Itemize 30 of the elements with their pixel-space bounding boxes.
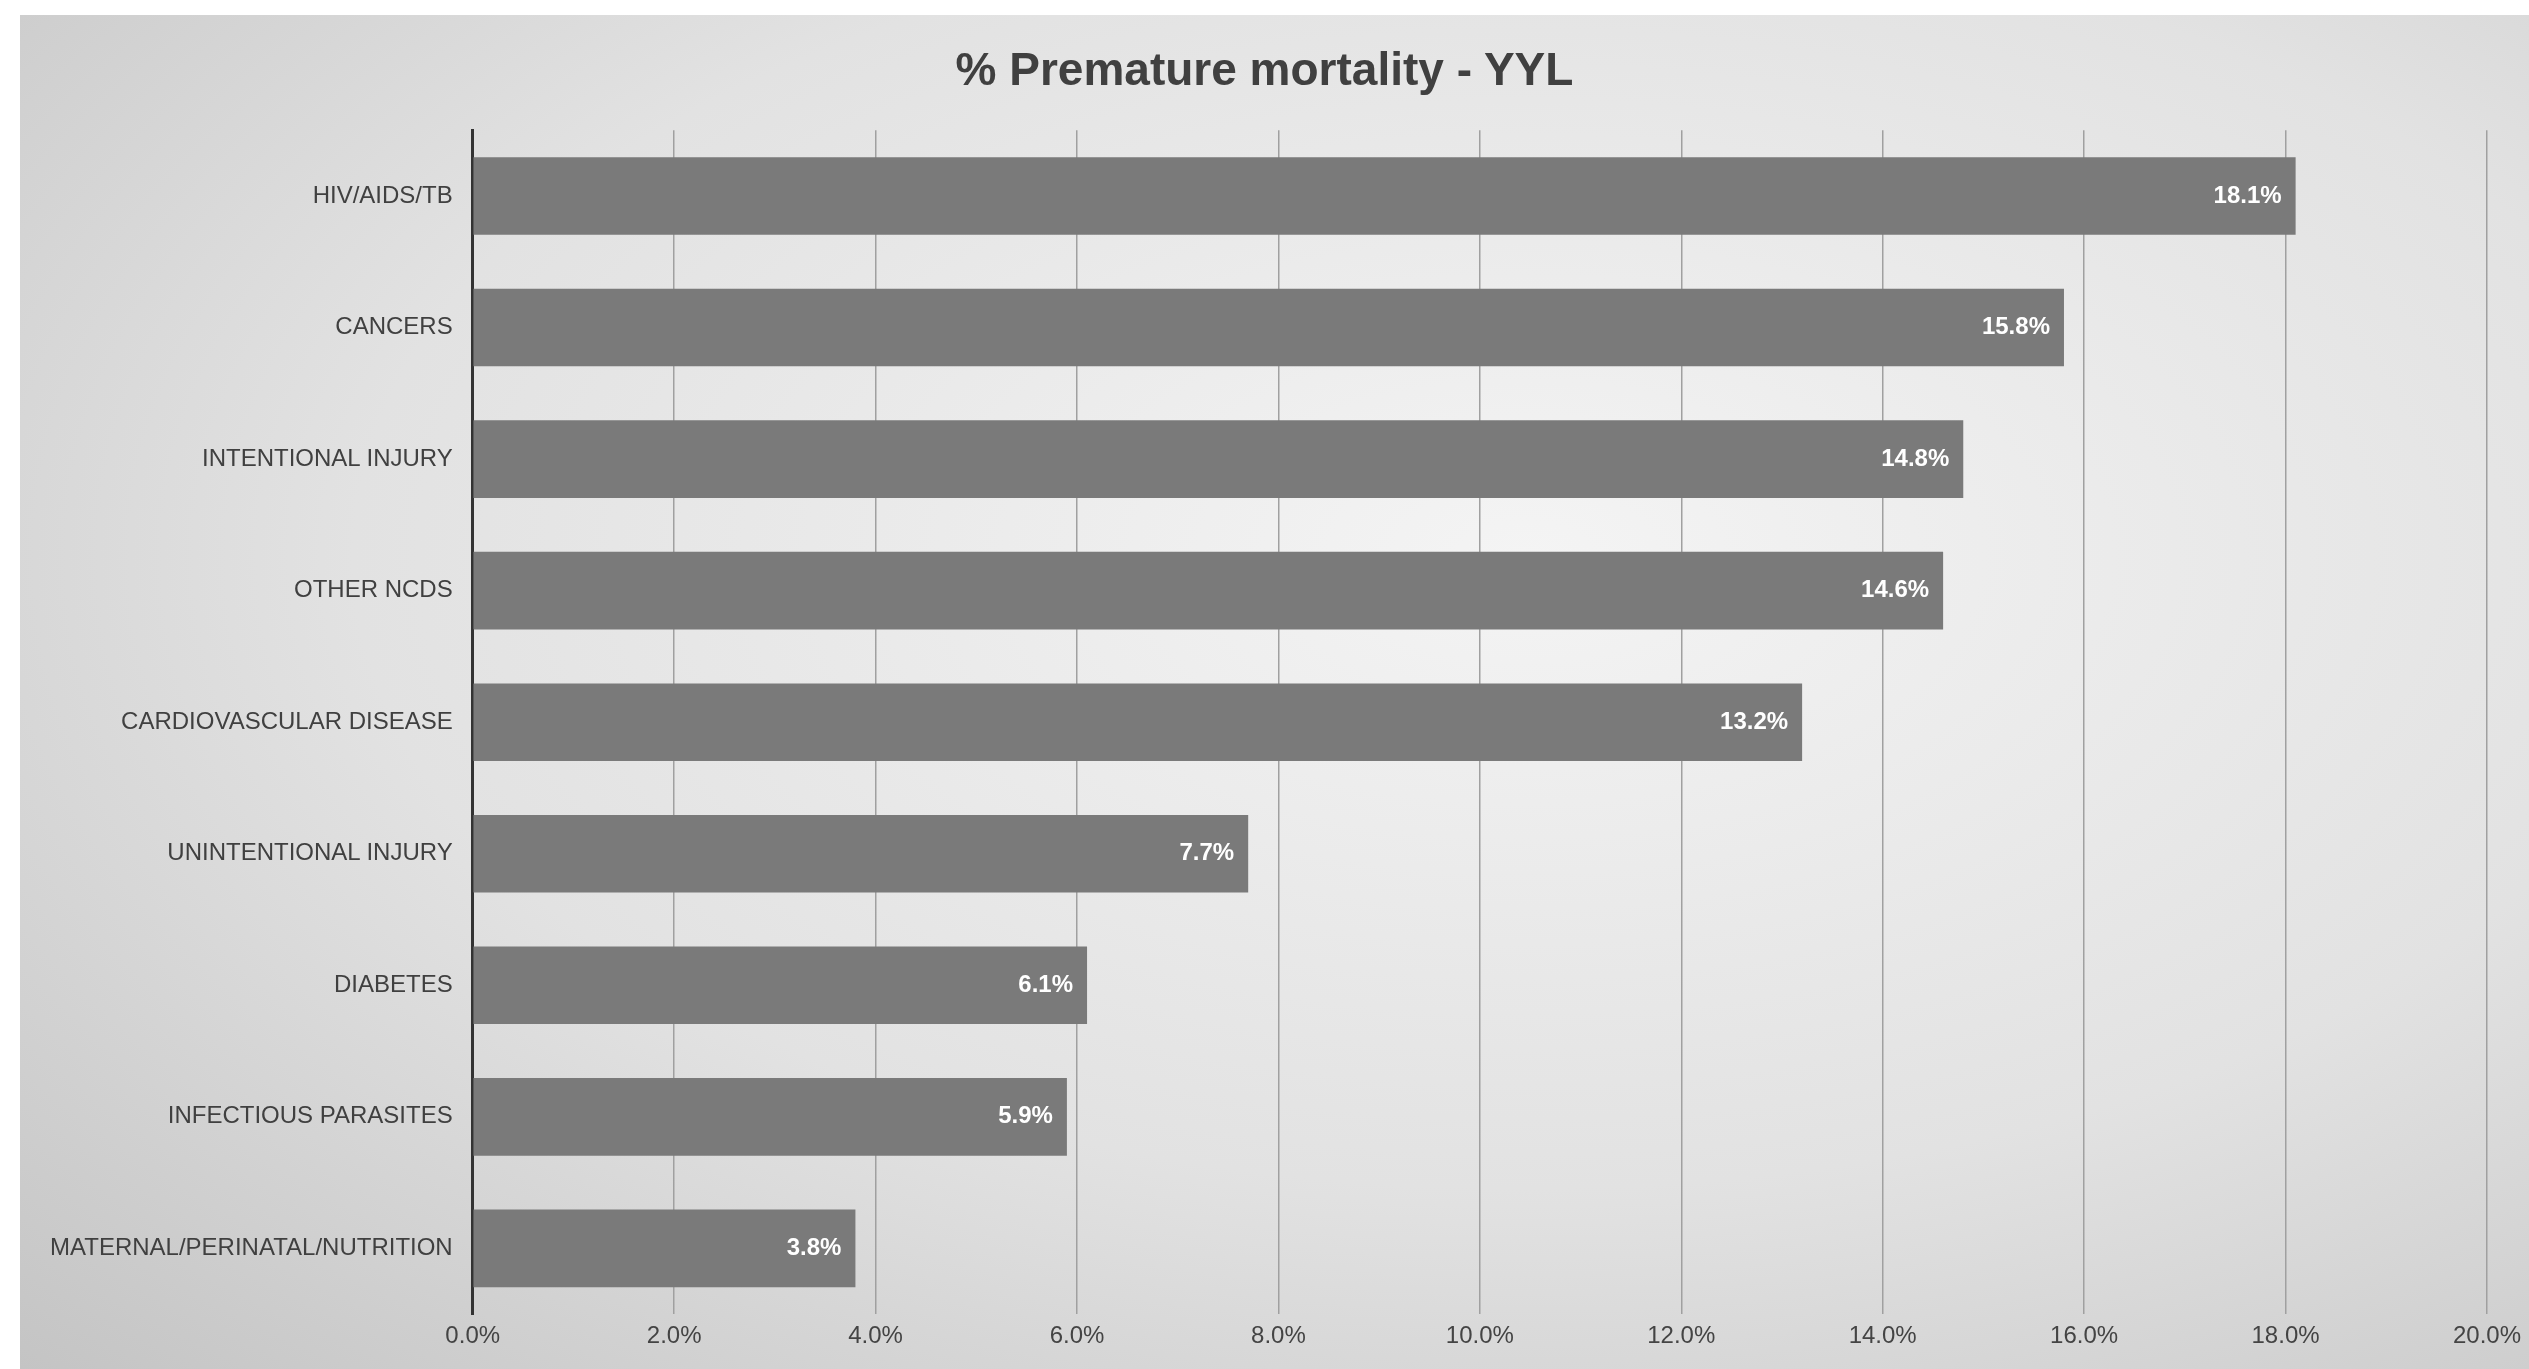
x-tick-label: 12.0% xyxy=(1647,1321,1716,1349)
y-tick-label: UNINTENTIONAL INJURY xyxy=(167,838,453,866)
data-label: 14.6% xyxy=(1861,575,1930,603)
chart-title: % Premature mortality - YYL xyxy=(955,43,1574,96)
y-tick-label: CANCERS xyxy=(335,312,453,340)
data-label: 15.8% xyxy=(1981,312,2050,340)
data-label: 18.1% xyxy=(2213,180,2282,208)
data-label: 5.9% xyxy=(998,1101,1053,1129)
y-tick-label: INTENTIONAL INJURY xyxy=(202,443,453,471)
y-tick-label: DIABETES xyxy=(334,969,453,997)
y-tick-label: OTHER NCDS xyxy=(294,575,453,603)
y-tick-label: CARDIOVASCULAR DISEASE xyxy=(121,706,453,734)
data-label: 6.1% xyxy=(1018,969,1074,997)
data-label: 7.7% xyxy=(1179,838,1235,866)
y-tick-label: HIV/AIDS/TB xyxy=(312,180,453,208)
x-tick-label: 14.0% xyxy=(1848,1321,1917,1349)
y-tick-label: INFECTIOUS PARASITES xyxy=(167,1101,453,1129)
x-tick-label: 16.0% xyxy=(2050,1321,2119,1349)
y-tick-label: MATERNAL/PERINATAL/NUTRITION xyxy=(50,1233,453,1261)
data-label: 14.8% xyxy=(1881,443,1950,471)
x-tick-label: 18.0% xyxy=(2251,1321,2320,1349)
data-label: 13.2% xyxy=(1720,706,1789,734)
x-tick-label: 6.0% xyxy=(1049,1321,1105,1349)
x-tick-label: 20.0% xyxy=(2452,1321,2522,1349)
x-tick-label: 2.0% xyxy=(646,1321,702,1349)
data-label: 3.8% xyxy=(786,1233,842,1261)
x-tick-label: 10.0% xyxy=(1445,1321,1514,1349)
x-tick-label: 0.0% xyxy=(445,1321,501,1349)
x-tick-label: 8.0% xyxy=(1251,1321,1306,1349)
x-tick-label: 4.0% xyxy=(848,1321,903,1349)
